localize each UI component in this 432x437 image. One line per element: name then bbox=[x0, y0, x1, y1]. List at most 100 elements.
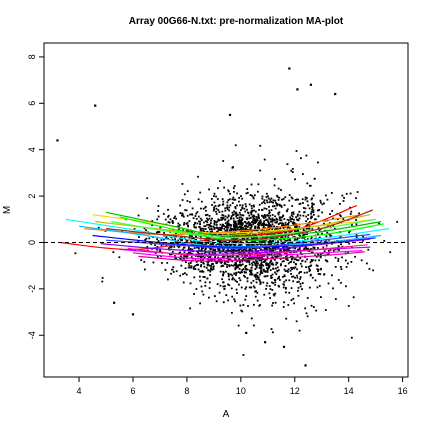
data-point bbox=[204, 284, 207, 287]
data-point bbox=[245, 225, 248, 227]
data-point bbox=[228, 265, 231, 268]
data-point bbox=[277, 228, 280, 231]
data-point bbox=[210, 219, 212, 222]
data-point bbox=[206, 221, 209, 223]
data-point bbox=[182, 215, 185, 218]
data-point bbox=[183, 246, 186, 249]
data-point bbox=[182, 229, 184, 232]
data-point bbox=[224, 218, 227, 221]
data-point bbox=[268, 250, 271, 253]
data-point bbox=[226, 206, 228, 209]
data-point bbox=[287, 241, 290, 244]
data-point bbox=[296, 274, 298, 277]
data-point bbox=[303, 233, 306, 236]
data-point bbox=[254, 222, 256, 225]
data-point bbox=[272, 205, 274, 208]
data-point bbox=[244, 203, 247, 206]
data-point bbox=[378, 222, 380, 225]
data-point bbox=[224, 285, 226, 288]
data-point bbox=[219, 239, 221, 242]
loess-curve bbox=[111, 218, 376, 239]
data-point bbox=[101, 280, 104, 283]
data-point bbox=[146, 197, 149, 200]
data-point bbox=[221, 225, 224, 228]
data-point bbox=[234, 258, 237, 261]
data-point bbox=[251, 215, 254, 218]
data-point bbox=[323, 273, 326, 276]
data-point bbox=[242, 249, 245, 251]
data-point bbox=[332, 249, 335, 252]
data-point bbox=[349, 230, 351, 232]
data-point bbox=[337, 260, 340, 262]
data-point bbox=[322, 246, 325, 249]
data-point bbox=[303, 211, 305, 214]
data-point bbox=[254, 233, 257, 236]
data-point bbox=[318, 259, 320, 262]
data-point bbox=[276, 269, 279, 272]
data-point bbox=[226, 263, 228, 266]
data-point bbox=[294, 266, 297, 269]
data-point bbox=[243, 274, 245, 277]
data-point bbox=[203, 252, 206, 255]
data-point bbox=[275, 256, 278, 259]
data-point bbox=[202, 262, 205, 264]
data-point bbox=[288, 291, 291, 294]
data-point bbox=[246, 259, 249, 262]
data-point bbox=[146, 245, 149, 248]
data-point bbox=[206, 237, 209, 240]
data-point bbox=[396, 220, 399, 223]
data-point bbox=[208, 228, 211, 231]
data-point bbox=[263, 199, 266, 202]
data-point bbox=[165, 236, 168, 239]
data-point bbox=[290, 196, 293, 199]
data-point bbox=[305, 247, 308, 250]
data-point bbox=[358, 212, 360, 215]
data-point bbox=[310, 273, 312, 276]
loess-curve bbox=[132, 250, 363, 260]
data-point bbox=[294, 247, 297, 250]
data-point bbox=[303, 248, 305, 251]
data-point bbox=[340, 281, 342, 284]
data-point bbox=[236, 192, 238, 195]
data-point bbox=[280, 216, 283, 219]
data-point bbox=[261, 224, 263, 227]
data-point bbox=[74, 252, 77, 255]
data-point bbox=[310, 212, 312, 215]
data-point bbox=[232, 240, 235, 243]
data-point bbox=[169, 245, 171, 248]
outlier-point bbox=[56, 139, 59, 142]
data-point bbox=[281, 224, 283, 227]
data-point bbox=[264, 248, 267, 251]
data-point bbox=[191, 231, 193, 233]
data-point bbox=[257, 224, 260, 227]
data-point bbox=[252, 237, 255, 240]
data-point bbox=[219, 270, 222, 273]
data-point bbox=[329, 248, 332, 251]
data-point bbox=[259, 270, 262, 273]
data-point bbox=[271, 304, 274, 307]
data-point bbox=[263, 275, 266, 278]
data-point bbox=[213, 223, 216, 226]
data-point bbox=[299, 285, 302, 288]
data-point bbox=[231, 166, 234, 169]
data-point bbox=[231, 278, 234, 281]
data-point bbox=[262, 225, 265, 227]
data-point bbox=[230, 224, 233, 227]
data-point bbox=[214, 257, 216, 259]
data-point bbox=[263, 158, 266, 161]
data-point bbox=[222, 273, 225, 276]
data-point bbox=[339, 266, 342, 268]
data-point bbox=[265, 192, 268, 195]
data-point bbox=[275, 217, 278, 220]
data-point bbox=[210, 198, 213, 200]
data-point bbox=[191, 248, 194, 251]
data-point bbox=[259, 272, 262, 274]
data-point bbox=[262, 224, 264, 226]
data-point bbox=[212, 243, 215, 246]
data-point bbox=[265, 199, 268, 202]
data-point bbox=[273, 242, 276, 245]
data-point bbox=[337, 257, 340, 260]
data-point bbox=[285, 317, 288, 320]
data-point bbox=[195, 264, 198, 266]
data-point bbox=[156, 248, 158, 251]
